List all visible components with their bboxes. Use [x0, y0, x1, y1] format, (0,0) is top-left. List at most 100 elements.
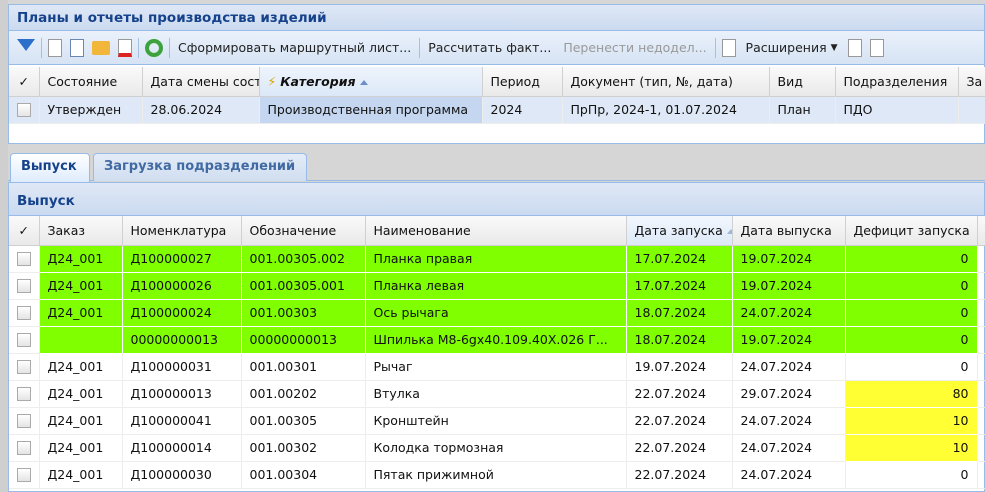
col-deficit[interactable]: Дефицит запуска: [845, 216, 978, 246]
calc-fact-button[interactable]: Рассчитать факт...: [428, 40, 552, 55]
col-start-date-label: Дата запуска: [634, 222, 723, 238]
dropdown-arrow-icon: ▼: [830, 42, 838, 53]
table-row[interactable]: Д24_001 Д100000013 001.00202 Втулка 22.07.20…: [9, 380, 985, 408]
col-category[interactable]: ⚡ Категория: [259, 67, 483, 97]
cell-deficit: 0: [845, 272, 978, 300]
cell-state: Утвержден: [39, 96, 143, 124]
cell-nomenclature: Д100000013: [122, 380, 242, 408]
plans-grid: ✓ Состояние Дата смены сост ⚡ Категория …: [9, 67, 985, 124]
table-row[interactable]: Д24_001 Д100000030 001.00304 Пятак прижимно…: [9, 461, 985, 489]
cell-nomenclature: Д100000024: [122, 299, 242, 327]
cell-deficit: 10: [845, 407, 978, 435]
col-start-date[interactable]: Дата запуска: [626, 216, 733, 246]
cell-nomenclature: Д100000041: [122, 407, 242, 435]
cell-order: Д24_001: [39, 380, 123, 408]
col-code[interactable]: Обозначение: [241, 216, 366, 246]
table-row[interactable]: Д24_001 Д100000024 001.00303 Ось рычага 18.0…: [9, 299, 985, 327]
col-dept[interactable]: Подразделения: [835, 67, 959, 97]
cell-nomenclature: Д100000026: [122, 272, 242, 300]
cell-deficit: 0: [845, 326, 978, 354]
new-document-icon[interactable]: [48, 38, 62, 57]
cell-name: Ось рычага: [365, 299, 627, 327]
cell-period: 2024: [482, 96, 563, 124]
tab-output[interactable]: Выпуск: [10, 153, 90, 182]
gear-icon: [721, 38, 736, 57]
refresh-icon[interactable]: [145, 38, 163, 57]
cell-code: 001.00302: [241, 434, 366, 462]
cell-nomenclature: Д100000031: [122, 353, 242, 381]
table-row[interactable]: Д24_001 Д100000041 001.00305 Кронштейн 22.07…: [9, 407, 985, 435]
col-extra[interactable]: За: [958, 67, 985, 97]
cell-more: [977, 380, 985, 408]
table-row[interactable]: Утвержден 28.06.2024 Производственная пр…: [9, 96, 985, 124]
cell-release-date: 24.07.2024: [732, 299, 846, 327]
edit-document-icon[interactable]: [70, 38, 84, 57]
col-nomenclature[interactable]: Номенклатура: [122, 216, 242, 246]
row-checkbox[interactable]: [16, 441, 31, 456]
cell-more: [977, 353, 985, 381]
select-all-header[interactable]: ✓: [9, 67, 40, 97]
import-icon[interactable]: [869, 38, 884, 57]
cell-more: [977, 272, 985, 300]
cell-code: 00000000013: [241, 326, 366, 354]
cell-code: 001.00202: [241, 380, 366, 408]
col-state[interactable]: Состояние: [39, 67, 143, 97]
table-row[interactable]: Д24_001 Д100000026 001.00305.001 Планка лев…: [9, 272, 985, 300]
table-row[interactable]: Д24_001 Д100000027 001.00305.002 Планка пра…: [9, 245, 985, 273]
extensions-menu[interactable]: Расширения ▼: [740, 36, 844, 60]
tab-dept-load[interactable]: Загрузка подразделений: [93, 153, 307, 181]
row-checkbox[interactable]: [16, 306, 31, 321]
cell-more: [977, 245, 985, 273]
cell-code: 001.00305.002: [241, 245, 366, 273]
cell-more: [977, 434, 985, 462]
cell-name: Втулка: [365, 380, 627, 408]
col-period[interactable]: Период: [482, 67, 563, 97]
cell-name: Кронштейн: [365, 407, 627, 435]
col-date[interactable]: Дата смены сост: [142, 67, 260, 97]
cell-start-date: 17.07.2024: [626, 272, 733, 300]
col-order[interactable]: Заказ: [39, 216, 123, 246]
open-folder-icon[interactable]: [92, 40, 110, 55]
row-checkbox[interactable]: [16, 103, 31, 118]
col-document[interactable]: Документ (тип, №, дата): [562, 67, 770, 97]
cell-start-date: 22.07.2024: [626, 380, 733, 408]
row-checkbox[interactable]: [16, 279, 31, 294]
cell-deficit: 0: [845, 245, 978, 273]
transfer-button[interactable]: Перенести недодел...: [563, 40, 707, 55]
col-more[interactable]: [977, 216, 985, 246]
col-name[interactable]: Наименование: [365, 216, 627, 246]
row-checkbox[interactable]: [16, 468, 31, 483]
table-row[interactable]: 00000000013 00000000013 Шпилька М8-6gx40.1…: [9, 326, 985, 354]
left-splitter[interactable]: [0, 0, 8, 492]
cell-extra: [958, 96, 985, 124]
output-panel: Выпуск ✓ Заказ Номенклатура Обозначение …: [8, 182, 985, 492]
cell-release-date: 19.07.2024: [732, 272, 846, 300]
filter-icon[interactable]: [17, 38, 35, 51]
form-route-sheet-button[interactable]: Сформировать маршрутный лист...: [178, 40, 412, 55]
cell-order: Д24_001: [39, 461, 123, 489]
table-row[interactable]: Д24_001 Д100000031 001.00301 Рычаг 19.07.202…: [9, 353, 985, 381]
row-checkbox[interactable]: [16, 414, 31, 429]
cell-release-date: 24.07.2024: [732, 407, 846, 435]
cell-name: Колодка тормозная: [365, 434, 627, 462]
plans-title: Планы и отчеты производства изделий: [9, 5, 984, 31]
extensions-label: Расширения: [745, 40, 827, 55]
cell-start-date: 18.07.2024: [626, 326, 733, 354]
export-icon[interactable]: [847, 38, 862, 57]
cell-release-date: 19.07.2024: [732, 245, 846, 273]
col-release-date[interactable]: Дата выпуска: [732, 216, 846, 246]
cell-nomenclature: 00000000013: [122, 326, 242, 354]
row-checkbox[interactable]: [16, 387, 31, 402]
delete-document-icon[interactable]: [118, 38, 132, 57]
cell-order: Д24_001: [39, 245, 123, 273]
cell-dept: ПДО: [835, 96, 959, 124]
cell-date: 28.06.2024: [142, 96, 260, 124]
row-checkbox[interactable]: [16, 333, 31, 348]
row-checkbox[interactable]: [16, 360, 31, 375]
col-category-label: Категория: [280, 73, 356, 89]
row-checkbox[interactable]: [16, 252, 31, 267]
select-all-header[interactable]: ✓: [9, 216, 40, 246]
col-kind[interactable]: Вид: [769, 67, 836, 97]
cell-deficit: 0: [845, 461, 978, 489]
table-row[interactable]: Д24_001 Д100000014 001.00302 Колодка тормоз…: [9, 434, 985, 462]
